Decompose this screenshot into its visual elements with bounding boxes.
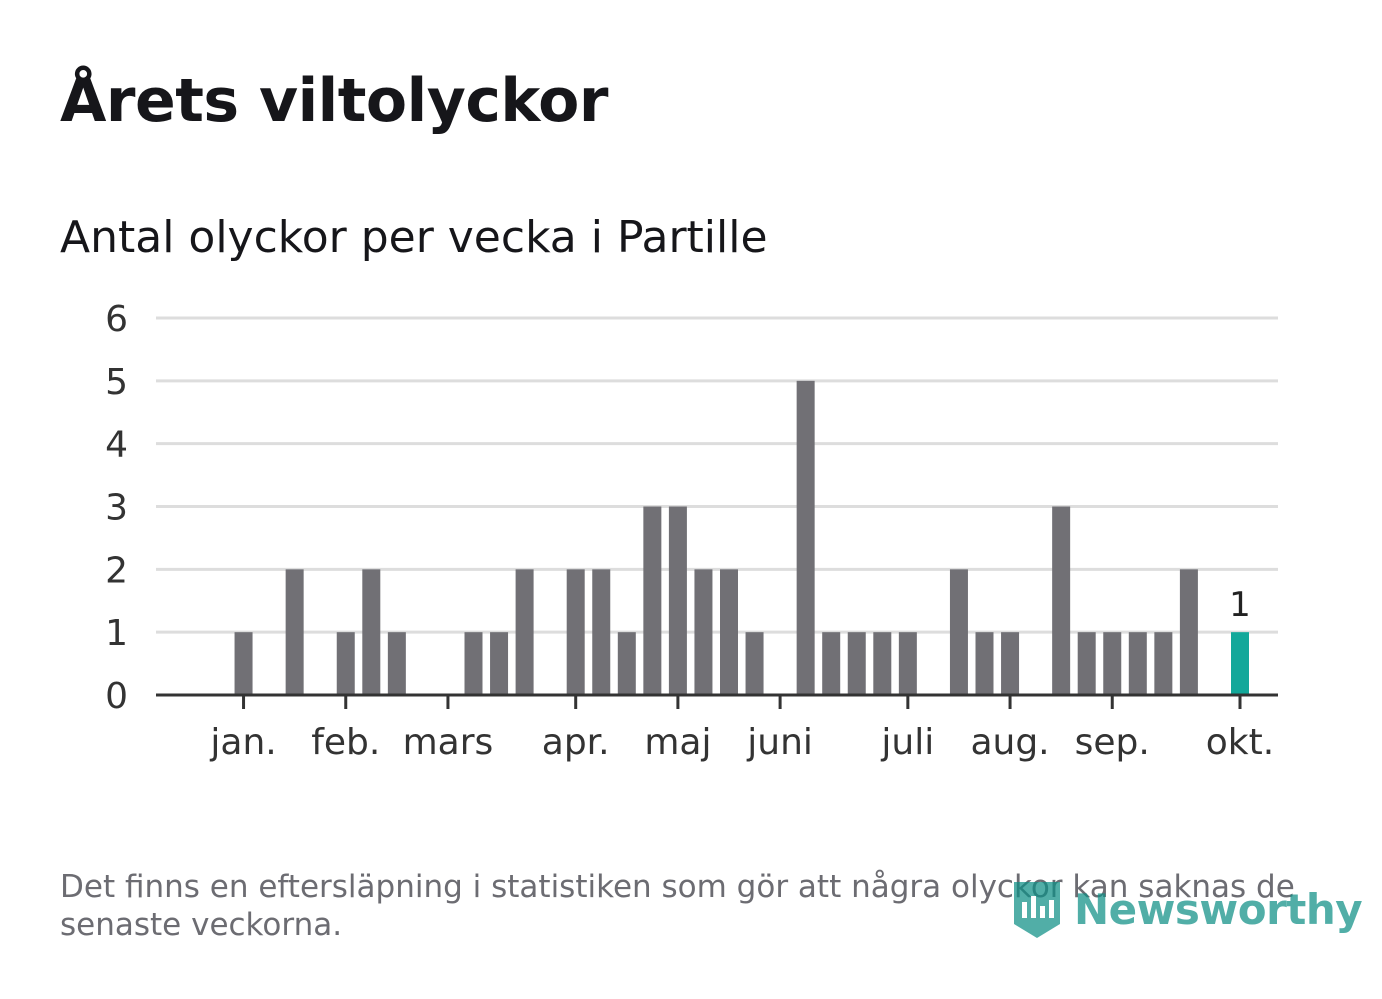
bar: [1052, 506, 1071, 695]
y-tick-label: 1: [105, 613, 128, 654]
x-tick-label: juni: [746, 722, 813, 763]
data-label: 1: [1229, 585, 1251, 625]
y-tick-label: 3: [105, 488, 128, 529]
gridlines: [156, 316, 1278, 634]
newsworthy-logo-icon: [1014, 882, 1060, 938]
bar: [898, 632, 917, 695]
bar: [1179, 569, 1198, 695]
bar: [362, 569, 381, 695]
bar: [515, 569, 534, 695]
bar: [617, 632, 636, 695]
bar: [796, 380, 815, 695]
x-axis-ticks: jan. feb. mars apr. maj juni juli aug. sep. okt.: [209, 695, 1274, 763]
x-tick-label: feb.: [311, 722, 380, 763]
x-tick-label: aug.: [970, 722, 1049, 763]
bar-chart: 0 1 2 3 4 5 6 jan. feb. mars apr. maj juni juli aug. s…: [105, 299, 1278, 763]
bar: [336, 632, 355, 695]
bar: [566, 569, 585, 695]
bar: [745, 632, 764, 695]
chart-subtitle: Antal olyckor per vecka i Partille: [60, 212, 768, 263]
bar: [643, 506, 662, 695]
chart-title: Årets viltolyckor: [60, 66, 609, 136]
bar-highlight: [1231, 632, 1249, 695]
bar: [1154, 632, 1173, 695]
bar: [1128, 632, 1147, 695]
x-tick-label: juli: [880, 722, 934, 763]
y-tick-label: 2: [105, 550, 128, 591]
y-tick-label: 0: [105, 676, 128, 717]
newsworthy-logo: Newsworthy: [1010, 878, 1363, 940]
bar: [387, 632, 406, 695]
newsworthy-logo-text: Newsworthy: [1074, 884, 1363, 934]
y-tick-label: 4: [105, 425, 128, 466]
bar: [285, 569, 304, 695]
bar: [1077, 632, 1096, 695]
bar: [975, 632, 994, 695]
bar: [464, 632, 483, 695]
y-tick-label: 5: [105, 362, 128, 403]
x-tick-label: sep.: [1075, 722, 1150, 763]
bar: [1103, 632, 1122, 695]
x-tick-label: mars: [403, 722, 494, 763]
x-tick-label: maj: [644, 722, 711, 763]
bar: [822, 632, 841, 695]
bar: [234, 632, 253, 695]
x-tick-label: okt.: [1206, 722, 1274, 763]
bar: [668, 506, 687, 695]
y-tick-label: 6: [105, 299, 128, 340]
footnote: Det finns en eftersläpning i statistiken…: [60, 869, 1295, 943]
data-labels: 1: [1229, 585, 1251, 625]
x-tick-label: apr.: [542, 722, 610, 763]
bar: [847, 632, 866, 695]
bars: [234, 380, 1249, 695]
bar: [873, 632, 892, 695]
bar: [694, 569, 713, 695]
bar: [592, 569, 611, 695]
bar: [1001, 632, 1020, 695]
bar: [490, 632, 509, 695]
y-axis-tick-labels: 0 1 2 3 4 5 6: [105, 299, 128, 717]
x-tick-label: jan.: [209, 722, 276, 763]
bar: [949, 569, 968, 695]
bar: [720, 569, 738, 695]
